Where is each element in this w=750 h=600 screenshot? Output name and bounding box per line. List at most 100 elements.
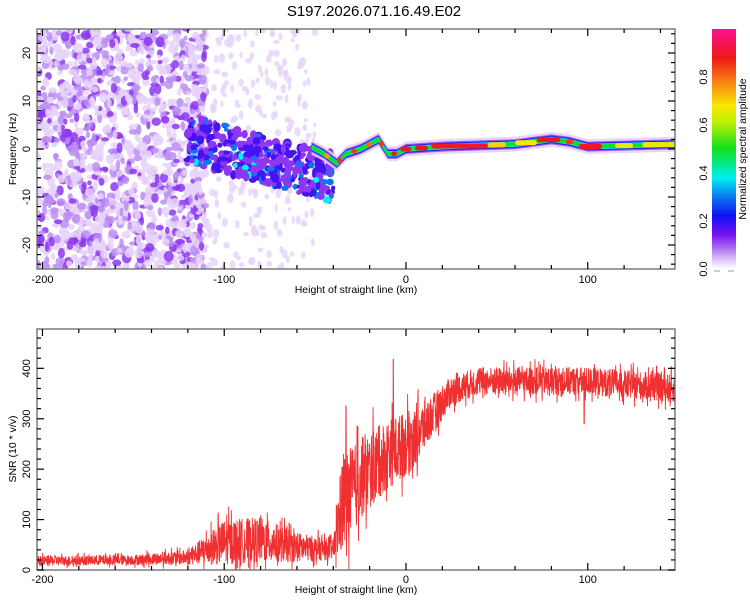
faint-blob: [273, 61, 280, 67]
noise-blob: [168, 44, 178, 55]
noise-blob: [129, 123, 136, 130]
signal-blob: [260, 171, 266, 182]
noise-blob: [107, 148, 118, 155]
faint-blob: [192, 53, 200, 62]
noise-blob: [100, 137, 110, 142]
noise-blob: [123, 76, 128, 81]
noise-blob: [73, 157, 80, 167]
faint-blob: [215, 176, 222, 183]
noise-blob: [90, 85, 99, 93]
noise-blob: [73, 246, 79, 252]
noise-blob: [53, 219, 63, 225]
signal-blob: [308, 161, 315, 169]
noise-blob: [82, 114, 91, 123]
colorbar-tick-label: 0.2: [698, 213, 710, 228]
noise-blob: [143, 36, 153, 47]
signal-hotspot: [378, 141, 385, 147]
faint-blob: [305, 196, 311, 203]
faint-blob: [301, 221, 308, 227]
noise-blob: [116, 151, 123, 162]
noise-blob: [163, 150, 171, 161]
faint-blob: [282, 216, 287, 226]
noise-blob: [196, 63, 206, 70]
faint-blob: [301, 100, 308, 110]
noise-blob: [190, 85, 200, 97]
signal-blob: [316, 192, 325, 200]
faint-blob: [257, 64, 262, 73]
noise-blob: [142, 75, 150, 81]
faint-blob: [202, 247, 207, 254]
signal-hotspot: [351, 148, 357, 154]
noise-blob: [171, 123, 180, 130]
noise-blob: [90, 155, 97, 160]
noise-blob: [201, 52, 207, 63]
noise-blob: [92, 161, 101, 172]
noise-blob: [143, 114, 149, 119]
colorbar-ticks: 0.0 0.2 0.4 0.6 0.8: [698, 69, 734, 277]
noise-blob: [157, 54, 162, 60]
signal-hotspot: [324, 153, 330, 159]
faint-blob: [213, 69, 221, 75]
noise-blob: [134, 212, 141, 220]
noise-blob: [77, 95, 88, 101]
noise-blob: [145, 243, 155, 252]
noise-blob: [150, 82, 160, 87]
signal-hotspot: [400, 146, 412, 152]
faint-blob: [208, 257, 215, 262]
noise-blob: [140, 191, 145, 201]
noise-blob: [52, 43, 63, 52]
noise-blob: [190, 100, 199, 111]
signal-blob: [219, 156, 228, 162]
noise-blob: [92, 181, 99, 192]
noise-blob: [175, 239, 185, 244]
noise-blob: [191, 70, 197, 77]
noise-blob: [89, 29, 99, 37]
faint-blob: [310, 237, 315, 247]
noise-blob: [129, 42, 140, 49]
signal-blob: [273, 143, 283, 151]
noise-blob: [153, 237, 160, 243]
noise-blob: [193, 176, 202, 182]
x-tick-label: -100: [213, 574, 235, 586]
faint-blob: [278, 67, 283, 77]
y-tick-label: 400: [21, 359, 33, 377]
noise-blob: [86, 246, 97, 255]
noise-blob: [48, 236, 56, 247]
faint-blob: [194, 165, 199, 173]
noise-blob: [52, 106, 59, 117]
noise-blob: [137, 172, 142, 177]
noise-blob: [155, 224, 164, 231]
faint-blob: [310, 208, 315, 218]
signal-blob: [183, 129, 193, 139]
noise-blob: [167, 98, 177, 104]
noise-blob: [37, 95, 45, 105]
noise-blob: [171, 75, 177, 81]
noise-blob: [114, 189, 121, 201]
noise-blob: [124, 92, 130, 102]
noise-blob: [67, 69, 78, 76]
faint-blob: [284, 94, 289, 104]
faint-blob: [200, 67, 206, 76]
y-tick-label: 0: [21, 567, 33, 573]
signal-blob: [304, 192, 310, 197]
noise-blob: [189, 108, 196, 115]
noise-blob: [167, 119, 173, 128]
x-tick-label: 0: [403, 574, 409, 586]
noise-blob: [56, 198, 66, 207]
signal-blob: [280, 143, 287, 154]
signal-blob: [318, 163, 325, 172]
noise-blob: [202, 29, 207, 37]
noise-blob: [134, 59, 140, 66]
x-tick-label: -200: [31, 274, 53, 286]
noise-blob: [147, 221, 156, 230]
noise-blob: [179, 83, 188, 91]
faint-blob: [212, 98, 218, 107]
noise-blob: [177, 254, 185, 261]
faint-blob: [201, 232, 208, 239]
noise-blob: [135, 111, 141, 118]
faint-blob: [226, 41, 234, 48]
noise-blob: [116, 142, 123, 154]
noise-blob: [140, 216, 145, 226]
faint-blob: [203, 86, 207, 94]
